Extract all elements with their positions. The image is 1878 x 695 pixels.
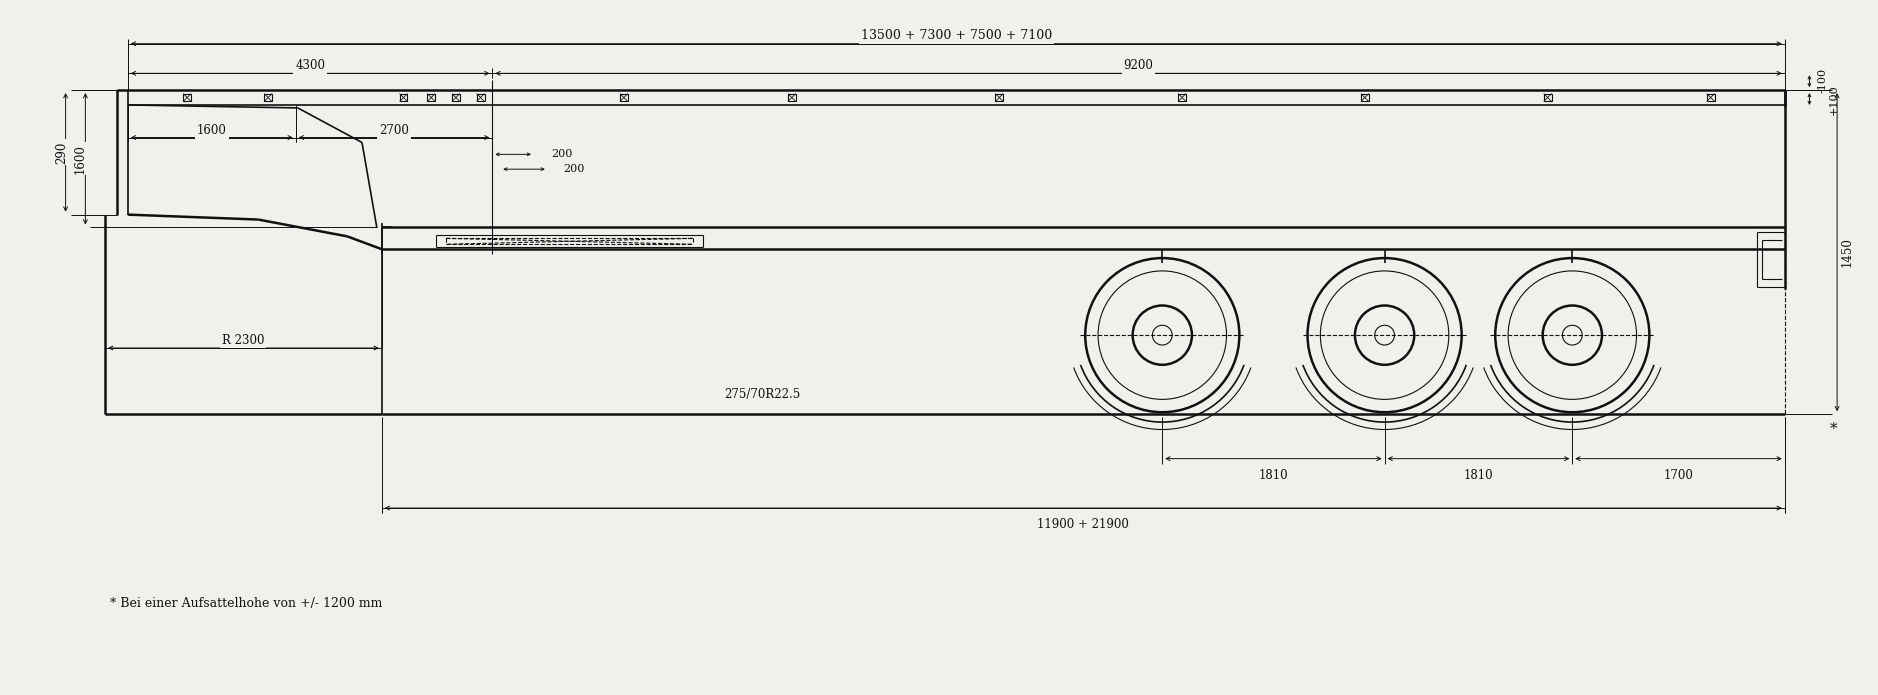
Bar — [1544, 94, 1551, 101]
Text: 13500 + 7300 + 7500 + 7100: 13500 + 7300 + 7500 + 7100 — [860, 29, 1052, 42]
Bar — [995, 94, 1003, 101]
Bar — [184, 94, 192, 101]
Bar — [1178, 94, 1187, 101]
Bar — [620, 94, 627, 101]
Text: * Bei einer Aufsattelhohe von +/- 1200 mm: * Bei einer Aufsattelhohe von +/- 1200 m… — [111, 597, 383, 610]
Text: 9200: 9200 — [1123, 59, 1153, 72]
Bar — [453, 94, 460, 101]
Text: R 2300: R 2300 — [222, 334, 265, 347]
Bar — [1362, 94, 1369, 101]
Text: 1700: 1700 — [1664, 468, 1694, 482]
Text: 1600: 1600 — [73, 144, 86, 174]
Text: +100: +100 — [1829, 85, 1839, 115]
Bar — [400, 94, 408, 101]
Text: 275/70R22.5: 275/70R22.5 — [725, 388, 800, 401]
Text: 1810: 1810 — [1258, 468, 1288, 482]
Text: 4300: 4300 — [295, 59, 325, 72]
Text: 290: 290 — [54, 141, 68, 163]
Text: 2700: 2700 — [379, 124, 409, 137]
Bar — [1707, 94, 1715, 101]
Text: 1450: 1450 — [1840, 237, 1854, 267]
Text: 200: 200 — [552, 149, 573, 159]
Text: 1600: 1600 — [197, 124, 227, 137]
Text: *: * — [1829, 422, 1837, 436]
Text: -100: -100 — [1818, 67, 1827, 93]
Bar — [265, 94, 272, 101]
Bar — [789, 94, 796, 101]
Bar — [426, 94, 436, 101]
Bar — [477, 94, 485, 101]
Text: 200: 200 — [563, 164, 584, 174]
Text: 1810: 1810 — [1463, 468, 1493, 482]
Text: 11900 + 21900: 11900 + 21900 — [1037, 518, 1129, 531]
